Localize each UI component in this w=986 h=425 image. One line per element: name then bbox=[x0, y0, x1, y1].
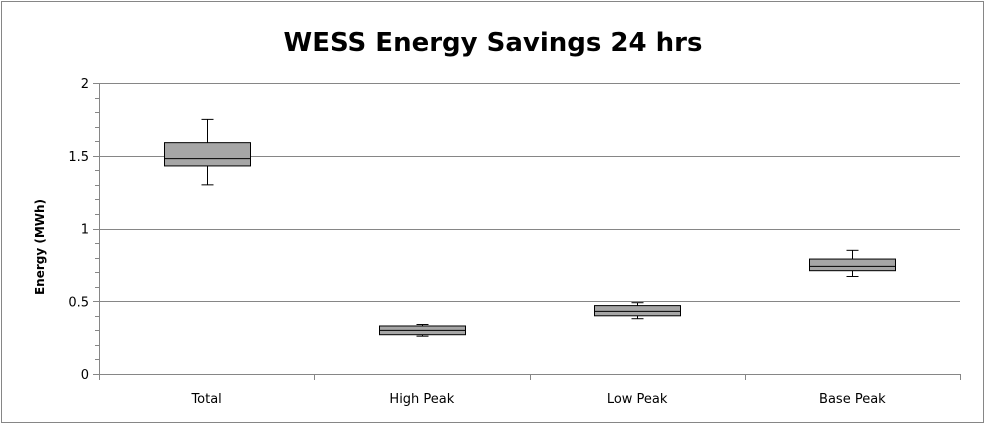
box-base-peak bbox=[809, 249, 896, 278]
x-tick-label: Total bbox=[190, 392, 221, 407]
y-tick-label: 2 bbox=[81, 77, 89, 92]
y-tick-label: 1 bbox=[81, 223, 89, 238]
y-tick-label: 1.5 bbox=[68, 150, 89, 165]
chart-title: WESS Energy Savings 24 hrs bbox=[284, 28, 703, 58]
y-tick-label: 0 bbox=[81, 368, 89, 383]
box-series bbox=[164, 118, 896, 337]
interquartile-box bbox=[594, 305, 681, 317]
box-high-peak bbox=[379, 324, 466, 337]
x-tick-label: Base Peak bbox=[819, 392, 886, 407]
y-tick-label: 0.5 bbox=[68, 295, 89, 310]
interquartile-box bbox=[164, 142, 251, 167]
box-total bbox=[164, 118, 251, 186]
y-axis-title: Energy (MWh) bbox=[33, 199, 47, 295]
x-tick-label: High Peak bbox=[389, 392, 454, 407]
x-tick-label: Low Peak bbox=[607, 392, 668, 407]
box-low-peak bbox=[594, 302, 681, 320]
axis-labels: 0 0.5 1 1.5 2 Total High Peak Low Peak Base Peak bbox=[68, 77, 886, 407]
interquartile-box bbox=[809, 258, 896, 272]
axes bbox=[93, 83, 961, 380]
